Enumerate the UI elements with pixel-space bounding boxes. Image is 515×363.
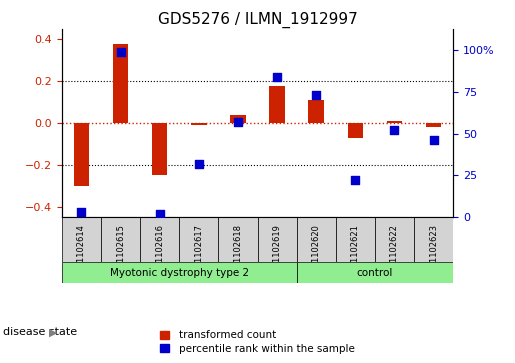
Bar [269, 86, 285, 123]
Bar [191, 123, 207, 125]
Bar [113, 44, 128, 123]
Point [430, 138, 438, 143]
Text: GSM1102620: GSM1102620 [312, 224, 321, 280]
Text: GSM1102618: GSM1102618 [233, 224, 243, 280]
Bar [348, 123, 363, 138]
Legend: transformed count, percentile rank within the sample: transformed count, percentile rank withi… [156, 326, 359, 358]
Text: GSM1102622: GSM1102622 [390, 224, 399, 280]
Text: GSM1102623: GSM1102623 [429, 224, 438, 280]
FancyBboxPatch shape [297, 262, 453, 283]
FancyBboxPatch shape [414, 217, 453, 262]
Point [77, 209, 85, 215]
Text: Myotonic dystrophy type 2: Myotonic dystrophy type 2 [110, 268, 249, 278]
Bar [426, 123, 441, 127]
Text: control: control [357, 268, 393, 278]
Bar [152, 123, 167, 175]
Bar [308, 100, 324, 123]
Bar [74, 123, 89, 186]
FancyBboxPatch shape [218, 217, 258, 262]
FancyBboxPatch shape [140, 217, 179, 262]
FancyBboxPatch shape [179, 217, 218, 262]
Point [234, 119, 242, 125]
Text: ▶: ▶ [49, 327, 58, 337]
Text: GSM1102614: GSM1102614 [77, 224, 86, 280]
Text: GSM1102621: GSM1102621 [351, 224, 360, 280]
FancyBboxPatch shape [62, 262, 297, 283]
Text: GSM1102616: GSM1102616 [155, 224, 164, 280]
Title: GDS5276 / ILMN_1912997: GDS5276 / ILMN_1912997 [158, 12, 357, 28]
Point [351, 178, 359, 183]
Point [273, 74, 281, 79]
Point [156, 211, 164, 217]
Text: GSM1102615: GSM1102615 [116, 224, 125, 280]
Point [312, 92, 320, 98]
FancyBboxPatch shape [375, 217, 414, 262]
Text: disease state: disease state [3, 327, 77, 337]
FancyBboxPatch shape [336, 217, 375, 262]
FancyBboxPatch shape [101, 217, 140, 262]
FancyBboxPatch shape [258, 217, 297, 262]
FancyBboxPatch shape [62, 217, 101, 262]
Text: GSM1102617: GSM1102617 [194, 224, 203, 280]
Point [116, 49, 125, 54]
FancyBboxPatch shape [297, 217, 336, 262]
Bar [230, 115, 246, 123]
Point [195, 161, 203, 167]
Bar [387, 121, 402, 123]
Point [390, 127, 399, 133]
Text: GSM1102619: GSM1102619 [272, 224, 282, 280]
